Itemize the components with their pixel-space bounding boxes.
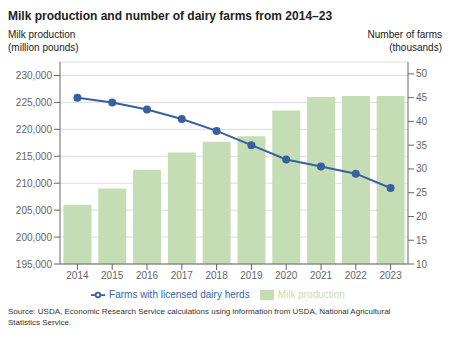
svg-text:195,000: 195,000 [16,259,53,270]
svg-text:2016: 2016 [136,270,159,281]
html-text:Milk production (million pound: Milk production (million pounds) [8,29,79,53]
svg-text:40: 40 [416,116,428,127]
svg-text:2022: 2022 [345,270,368,281]
html-text:Milk production: Milk production [277,288,345,300]
html-text:Source: USDA, Economic Researc: Source: USDA, Economic Research Service … [8,307,391,327]
svg-text:30: 30 [416,163,428,174]
svg-text:2020: 2020 [275,270,298,281]
svg-text:230,000: 230,000 [16,70,53,81]
svg-text:15: 15 [416,235,428,246]
svg-text:45: 45 [416,92,428,103]
svg-text:200,000: 200,000 [16,232,53,243]
svg-text:2017: 2017 [171,270,194,281]
html-text:Farms with licensed dairy herd: Farms with licensed dairy herds [109,288,250,300]
svg-text:2018: 2018 [205,270,228,281]
svg-text:215,000: 215,000 [16,151,53,162]
svg-text:50: 50 [416,68,428,79]
svg-text:2019: 2019 [240,270,263,281]
svg-text:220,000: 220,000 [16,124,53,135]
svg-text:20: 20 [416,211,428,222]
html-text:Milk production and number of: Milk production and number of dairy farm… [8,9,333,23]
svg-text:25: 25 [416,187,428,198]
svg-text:205,000: 205,000 [16,205,53,216]
svg-text:225,000: 225,000 [16,97,53,108]
svg-text:10: 10 [416,259,428,270]
svg-text:2023: 2023 [379,270,402,281]
svg-text:2021: 2021 [310,270,333,281]
svg-text:35: 35 [416,140,428,151]
html-text:Number of farms (thousands): Number of farms (thousands) [367,29,442,53]
svg-text:2015: 2015 [101,270,124,281]
svg-text:210,000: 210,000 [16,178,53,189]
svg-text:2014: 2014 [66,270,89,281]
